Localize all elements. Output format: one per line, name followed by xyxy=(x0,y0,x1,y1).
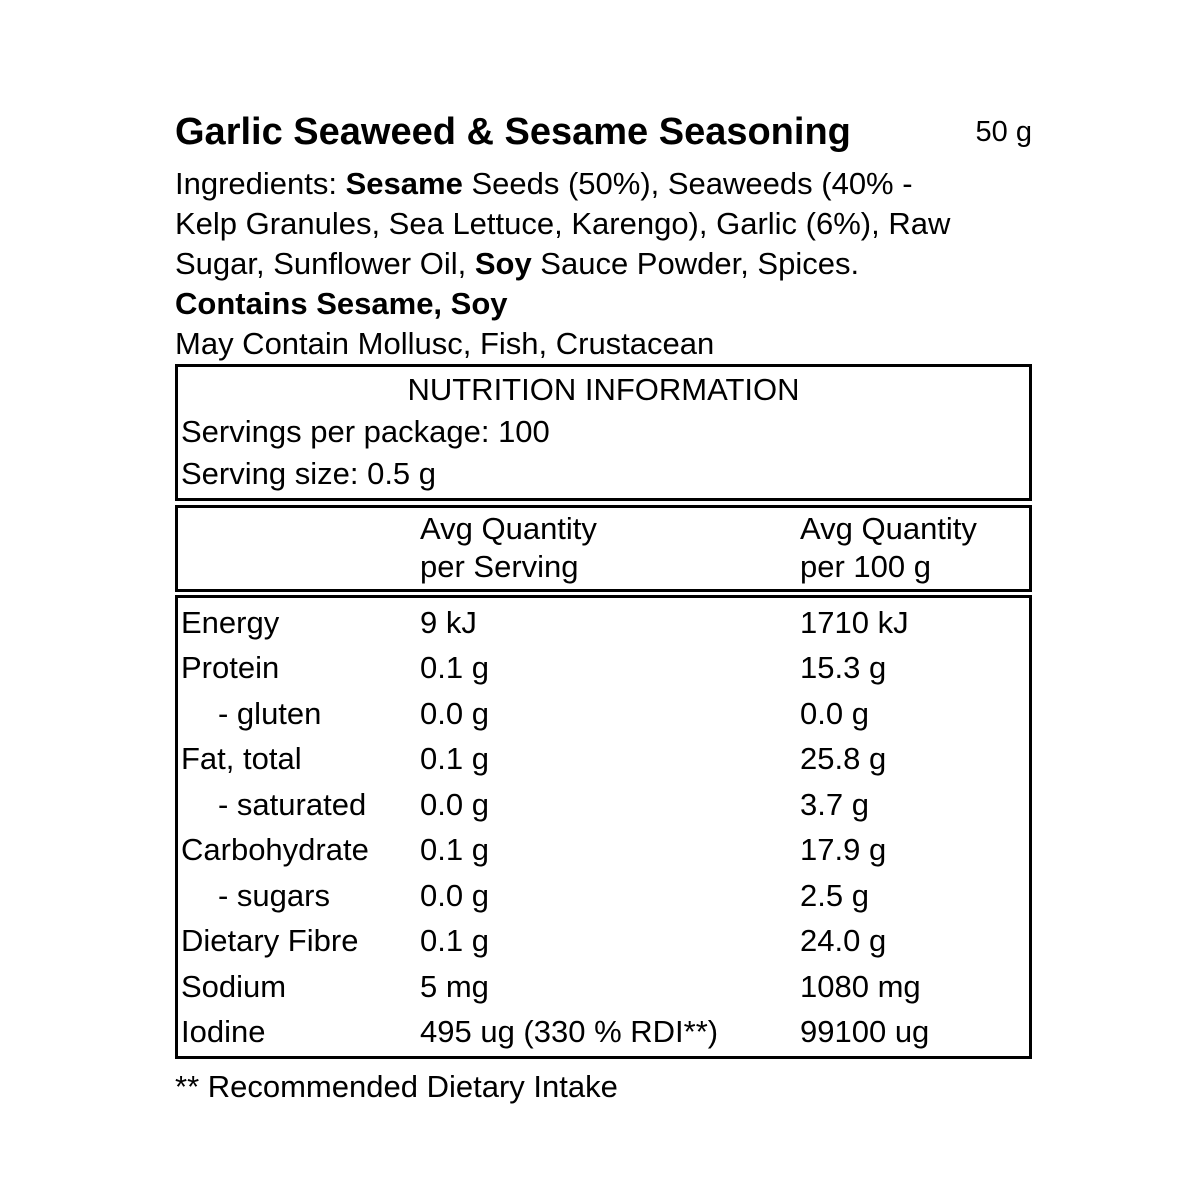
table-row: Protein 0.1 g 15.3 g xyxy=(178,646,1029,692)
contains-statement: Contains Sesame, Soy xyxy=(175,286,508,321)
nutrition-title: NUTRITION INFORMATION xyxy=(407,372,800,407)
ingredients-text: Sauce Powder, Spices. xyxy=(531,246,860,281)
row-per-100g: 2.5 g xyxy=(800,877,869,913)
row-label: Dietary Fibre xyxy=(181,923,359,959)
table-row: Energy 9 kJ 1710 kJ xyxy=(178,600,1029,646)
table-row: - gluten 0.0 g 0.0 g xyxy=(178,691,1029,737)
row-per-100g: 17.9 g xyxy=(800,832,887,868)
row-label: Fat, total xyxy=(181,741,302,777)
row-per-serving: 0.1 g xyxy=(420,923,489,959)
title-row: Garlic Seaweed & Sesame Seasoning 50 g xyxy=(175,112,1032,152)
column-header-line: Avg Quantity xyxy=(420,511,597,546)
ingredients-line: Ingredients: Sesame Seeds (50%), Seaweed… xyxy=(175,164,1032,204)
ingredients-text: Sugar, Sunflower Oil, xyxy=(175,246,475,281)
may-contain-statement: May Contain Mollusc, Fish, Crustacean xyxy=(175,326,715,361)
row-per-serving: 0.1 g xyxy=(420,741,489,777)
row-label: Iodine xyxy=(181,1014,266,1050)
table-row: Carbohydrate 0.1 g 17.9 g xyxy=(178,828,1029,874)
column-header-line: per Serving xyxy=(420,549,579,584)
serving-size: Serving size: 0.5 g xyxy=(181,456,437,491)
table-row: Sodium 5 mg 1080 mg xyxy=(178,964,1029,1010)
row-per-serving: 5 mg xyxy=(420,968,489,1004)
row-per-100g: 1080 mg xyxy=(800,968,921,1004)
nutrition-rows-panel: Energy 9 kJ 1710 kJ Protein 0.1 g 15.3 g - glu… xyxy=(175,595,1032,1059)
row-per-serving: 0.1 g xyxy=(420,650,489,686)
ingredients-text: Ingredients: xyxy=(175,166,346,201)
table-row: - saturated 0.0 g 3.7 g xyxy=(178,782,1029,828)
row-per-serving: 0.0 g xyxy=(420,877,489,913)
ingredients-line: Sugar, Sunflower Oil, Soy Sauce Powder, … xyxy=(175,244,1032,284)
servings-per-package: Servings per package: 100 xyxy=(181,414,550,449)
nutrition-info-panel: NUTRITION INFORMATION Servings per packa… xyxy=(175,364,1032,501)
net-weight: 50 g xyxy=(975,116,1032,148)
page-title: Garlic Seaweed & Sesame Seasoning xyxy=(175,111,851,153)
row-label: - saturated xyxy=(218,786,367,822)
row-label: - sugars xyxy=(218,877,330,913)
allergen-highlight: Soy xyxy=(474,246,532,281)
table-row: Fat, total 0.1 g 25.8 g xyxy=(178,737,1029,783)
row-per-serving: 0.1 g xyxy=(420,832,489,868)
row-per-100g: 15.3 g xyxy=(800,650,887,686)
row-per-100g: 0.0 g xyxy=(800,695,869,731)
column-header-panel: Avg Quantity per Serving Avg Quantity pe… xyxy=(175,505,1032,592)
ingredients-block: Ingredients: Sesame Seeds (50%), Seaweed… xyxy=(175,164,1032,284)
ingredients-line: Kelp Granules, Sea Lettuce, Karengo), Ga… xyxy=(175,204,1032,244)
row-per-100g: 1710 kJ xyxy=(800,604,909,640)
rdi-footnote: ** Recommended Dietary Intake xyxy=(175,1069,618,1104)
row-label: - gluten xyxy=(218,695,322,731)
column-header-per-100g: Avg Quantity per 100 g xyxy=(800,510,977,586)
row-label: Protein xyxy=(181,650,280,686)
row-per-serving: 495 ug (330 % RDI**) xyxy=(420,1014,719,1050)
column-header-line: Avg Quantity xyxy=(800,511,977,546)
column-header-line: per 100 g xyxy=(800,549,931,584)
row-label: Carbohydrate xyxy=(181,832,369,868)
row-per-serving: 9 kJ xyxy=(420,604,477,640)
allergen-highlight: Sesame xyxy=(345,166,463,201)
row-per-serving: 0.0 g xyxy=(420,695,489,731)
row-per-100g: 99100 ug xyxy=(800,1014,930,1050)
ingredients-text: Kelp Granules, Sea Lettuce, Karengo), Ga… xyxy=(175,206,951,241)
row-per-100g: 25.8 g xyxy=(800,741,887,777)
row-per-100g: 3.7 g xyxy=(800,786,869,822)
table-row: Dietary Fibre 0.1 g 24.0 g xyxy=(178,919,1029,965)
table-row: - sugars 0.0 g 2.5 g xyxy=(178,873,1029,919)
row-label: Energy xyxy=(181,604,280,640)
row-per-100g: 24.0 g xyxy=(800,923,887,959)
label-content: Garlic Seaweed & Sesame Seasoning 50 g I… xyxy=(175,112,1032,1107)
table-row: Iodine 495 ug (330 % RDI**) 99100 ug xyxy=(178,1010,1029,1056)
ingredients-text: Seeds (50%), Seaweeds (40% - xyxy=(462,166,913,201)
column-header-per-serving: Avg Quantity per Serving xyxy=(420,510,800,586)
row-label: Sodium xyxy=(181,968,287,1004)
row-per-serving: 0.0 g xyxy=(420,786,489,822)
